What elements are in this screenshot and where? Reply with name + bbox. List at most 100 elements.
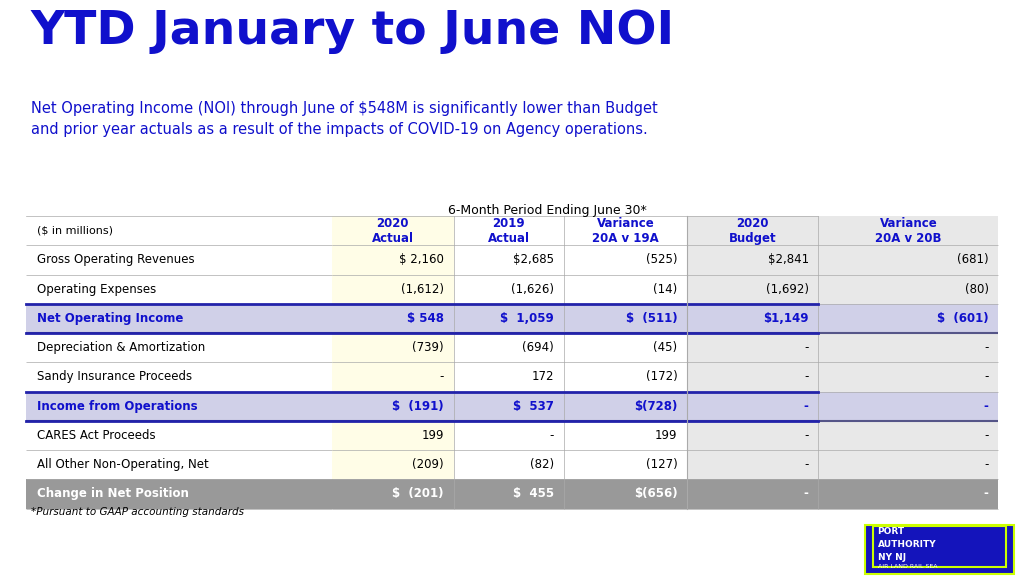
Bar xyxy=(26,479,332,509)
Bar xyxy=(454,216,563,245)
Text: (209): (209) xyxy=(413,458,444,471)
Text: (1,612): (1,612) xyxy=(401,283,444,295)
Bar xyxy=(818,333,998,362)
Text: $ 2,160: $ 2,160 xyxy=(399,253,444,266)
Bar xyxy=(865,525,1014,574)
Text: Net Operating Income: Net Operating Income xyxy=(37,312,183,325)
Text: -: - xyxy=(984,370,989,384)
Bar xyxy=(563,275,687,304)
Bar xyxy=(26,421,332,450)
Text: -: - xyxy=(984,458,989,471)
Text: (14): (14) xyxy=(653,283,678,295)
Text: NY NJ: NY NJ xyxy=(878,553,905,562)
Text: (681): (681) xyxy=(957,253,989,266)
Text: AIR LAND RAIL SEA: AIR LAND RAIL SEA xyxy=(878,563,937,569)
Text: 6-Month Period Ending June 30*: 6-Month Period Ending June 30* xyxy=(449,204,647,218)
Bar xyxy=(332,275,454,304)
Bar xyxy=(818,421,998,450)
Text: Variance
20A v 19A: Variance 20A v 19A xyxy=(592,217,658,245)
Bar xyxy=(687,362,818,392)
Bar xyxy=(332,245,454,275)
Bar xyxy=(332,450,454,479)
Text: *Pursuant to GAAP accounting standards: *Pursuant to GAAP accounting standards xyxy=(31,507,244,517)
Text: 2019
Actual: 2019 Actual xyxy=(487,217,529,245)
Text: $ 548: $ 548 xyxy=(407,312,444,325)
Bar xyxy=(563,362,687,392)
Bar xyxy=(687,304,818,333)
Text: (45): (45) xyxy=(653,341,678,354)
Bar xyxy=(687,392,818,421)
Text: $(656): $(656) xyxy=(634,487,678,501)
Bar xyxy=(563,304,687,333)
Bar xyxy=(818,479,998,509)
Text: $1,149: $1,149 xyxy=(763,312,809,325)
Text: $  (511): $ (511) xyxy=(626,312,678,325)
Bar xyxy=(563,216,687,245)
Bar xyxy=(563,450,687,479)
Bar xyxy=(454,421,563,450)
Text: (1,626): (1,626) xyxy=(511,283,554,295)
Text: $  (601): $ (601) xyxy=(937,312,989,325)
Bar xyxy=(563,421,687,450)
Text: 2020
Actual: 2020 Actual xyxy=(372,217,414,245)
Text: (1,692): (1,692) xyxy=(766,283,809,295)
Text: Net Operating Income (NOI) through June of $548M is significantly lower than Bud: Net Operating Income (NOI) through June … xyxy=(31,101,657,137)
Text: $  1,059: $ 1,059 xyxy=(500,312,554,325)
Bar xyxy=(687,450,818,479)
Text: ($ in millions): ($ in millions) xyxy=(37,226,114,236)
Bar xyxy=(26,304,332,333)
Text: -: - xyxy=(804,370,809,384)
Bar xyxy=(26,450,332,479)
Text: (82): (82) xyxy=(529,458,554,471)
Text: -: - xyxy=(804,458,809,471)
Bar xyxy=(818,304,998,333)
Text: -: - xyxy=(439,370,444,384)
Bar xyxy=(26,275,332,304)
Text: All Other Non-Operating, Net: All Other Non-Operating, Net xyxy=(37,458,209,471)
Bar xyxy=(26,245,332,275)
Text: Gross Operating Revenues: Gross Operating Revenues xyxy=(37,253,195,266)
Bar xyxy=(332,362,454,392)
Text: -: - xyxy=(804,400,809,412)
Text: $  (191): $ (191) xyxy=(392,400,444,412)
Text: -: - xyxy=(984,400,989,412)
Text: -: - xyxy=(984,487,989,501)
Text: Income from Operations: Income from Operations xyxy=(37,400,198,412)
Text: (172): (172) xyxy=(645,370,678,384)
Bar xyxy=(687,479,818,509)
Bar xyxy=(454,304,563,333)
Text: Operating Expenses: Operating Expenses xyxy=(37,283,157,295)
Text: $(728): $(728) xyxy=(634,400,678,412)
Bar xyxy=(818,275,998,304)
Text: (127): (127) xyxy=(645,458,678,471)
Bar xyxy=(687,333,818,362)
Bar xyxy=(454,392,563,421)
Bar xyxy=(332,479,454,509)
Text: PORT: PORT xyxy=(878,527,904,536)
Bar xyxy=(26,392,332,421)
Text: 4: 4 xyxy=(12,542,23,557)
Bar xyxy=(687,421,818,450)
Bar xyxy=(332,216,454,245)
Text: AUTHORITY: AUTHORITY xyxy=(878,540,936,549)
Text: $  537: $ 537 xyxy=(513,400,554,412)
Bar xyxy=(454,479,563,509)
Text: 2020
Budget: 2020 Budget xyxy=(729,217,776,245)
Bar xyxy=(26,362,332,392)
Text: -: - xyxy=(984,429,989,442)
Text: $  455: $ 455 xyxy=(513,487,554,501)
Text: (80): (80) xyxy=(965,283,989,295)
Bar xyxy=(332,333,454,362)
Text: $2,841: $2,841 xyxy=(768,253,809,266)
Bar xyxy=(26,333,332,362)
Bar xyxy=(818,245,998,275)
Text: YTD January to June NOI: YTD January to June NOI xyxy=(31,9,675,54)
Text: (694): (694) xyxy=(522,341,554,354)
Text: Depreciation & Amortization: Depreciation & Amortization xyxy=(37,341,206,354)
Bar xyxy=(563,333,687,362)
Text: (525): (525) xyxy=(646,253,678,266)
Bar xyxy=(332,421,454,450)
Bar xyxy=(818,450,998,479)
Text: -: - xyxy=(804,487,809,501)
Text: Variance
20A v 20B: Variance 20A v 20B xyxy=(876,217,942,245)
